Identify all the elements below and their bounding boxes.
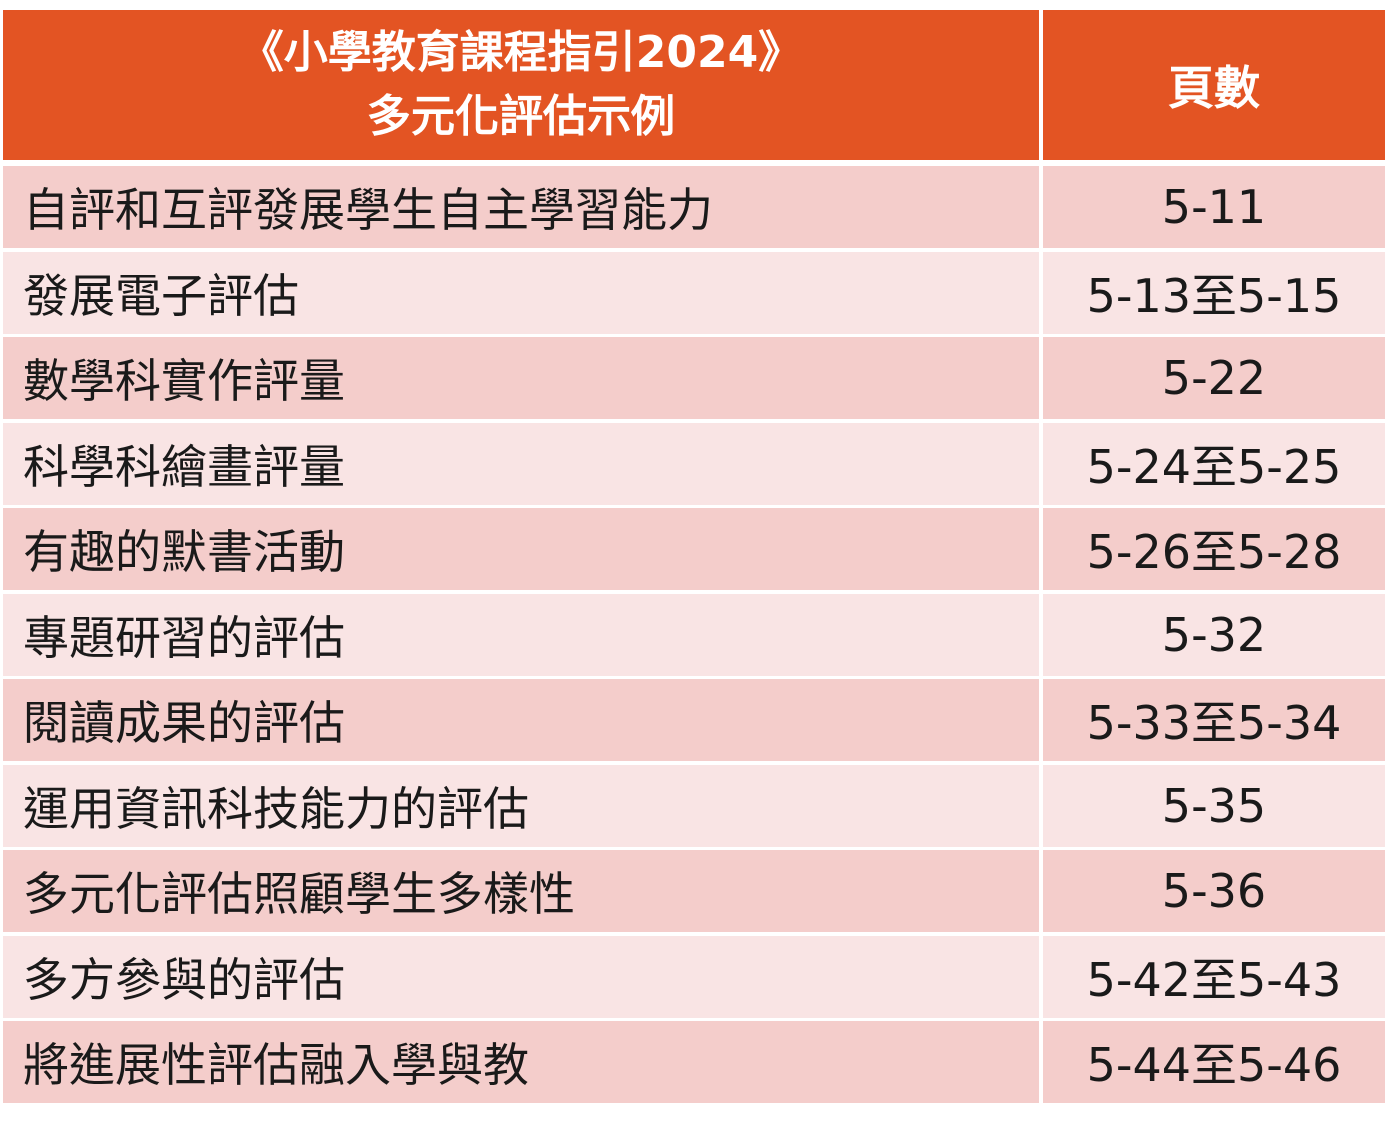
header-title-line: 《小學教育課程指引2024》: [239, 27, 803, 78]
row-label: 運用資訊科技能力的評估: [3, 764, 1039, 847]
row-pages: 5-24至5-25: [1043, 422, 1385, 505]
header-title: 《小學教育課程指引2024》 多元化評估示例: [3, 10, 1039, 160]
row-pages: 5-26至5-28: [1043, 508, 1385, 590]
row-label: 數學科實作評量: [3, 337, 1039, 419]
row-label: 閱讀成果的評估: [3, 679, 1039, 761]
row-pages: 5-32: [1043, 593, 1385, 676]
row-label: 多元化評估照顧學生多樣性: [3, 850, 1039, 932]
row-pages: 5-33至5-34: [1043, 679, 1385, 761]
row-label: 有趣的默書活動: [3, 508, 1039, 590]
row-label: 專題研習的評估: [3, 593, 1039, 676]
row-pages: 5-22: [1043, 337, 1385, 419]
row-pages: 5-13至5-15: [1043, 251, 1385, 334]
row-label: 科學科繪畫評量: [3, 422, 1039, 505]
row-pages: 5-44至5-46: [1043, 1021, 1385, 1103]
row-label: 發展電子評估: [3, 251, 1039, 334]
row-pages: 5-35: [1043, 764, 1385, 847]
row-label: 多方參與的評估: [3, 935, 1039, 1018]
header-title-line: 多元化評估示例: [367, 91, 675, 142]
row-pages: 5-42至5-43: [1043, 935, 1385, 1018]
header-pages: 頁數: [1043, 10, 1385, 160]
row-pages: 5-11: [1043, 166, 1385, 248]
row-label: 自評和互評發展學生自主學習能力: [3, 166, 1039, 248]
row-label: 將進展性評估融入學與教: [3, 1021, 1039, 1103]
row-pages: 5-36: [1043, 850, 1385, 932]
